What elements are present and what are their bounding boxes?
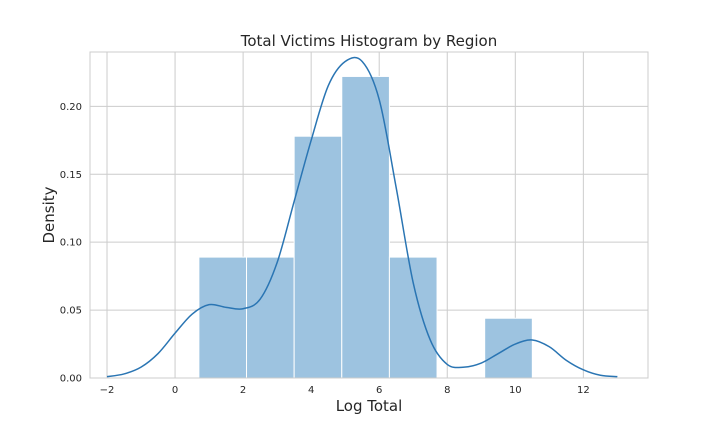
histogram-bar	[341, 75, 390, 379]
y-tick-label: 0.10	[60, 238, 82, 249]
x-tick-label: −2	[100, 385, 115, 396]
x-tick-label: 10	[509, 385, 522, 396]
kde-curve	[106, 56, 618, 378]
x-tick-label: 12	[577, 385, 590, 396]
x-axis-label: Log Total	[336, 397, 403, 415]
chart-title: Total Victims Histogram by Region	[240, 32, 498, 50]
histogram-bar	[246, 256, 295, 379]
x-tick-label: 0	[172, 385, 178, 396]
x-tick-label: 8	[444, 385, 450, 396]
x-ticks: −2 0 2 4 6 8 10 12	[100, 385, 590, 396]
y-axis-label: Density	[40, 186, 58, 243]
y-tick-label: 0.00	[60, 374, 82, 385]
x-tick-label: 2	[240, 385, 246, 396]
x-tick-label: 4	[308, 385, 314, 396]
kde-layer	[106, 56, 618, 378]
x-tick-label: 6	[376, 385, 382, 396]
y-tick-label: 0.20	[60, 102, 82, 113]
histogram-bar	[198, 256, 248, 379]
y-tick-label: 0.05	[60, 306, 82, 317]
y-ticks: 0.00 0.05 0.10 0.15 0.20	[60, 102, 82, 385]
bars	[198, 75, 533, 379]
axes-frame	[89, 51, 649, 379]
histogram-bar	[388, 256, 438, 379]
histogram-bar	[293, 135, 343, 379]
y-tick-label: 0.15	[60, 170, 82, 181]
